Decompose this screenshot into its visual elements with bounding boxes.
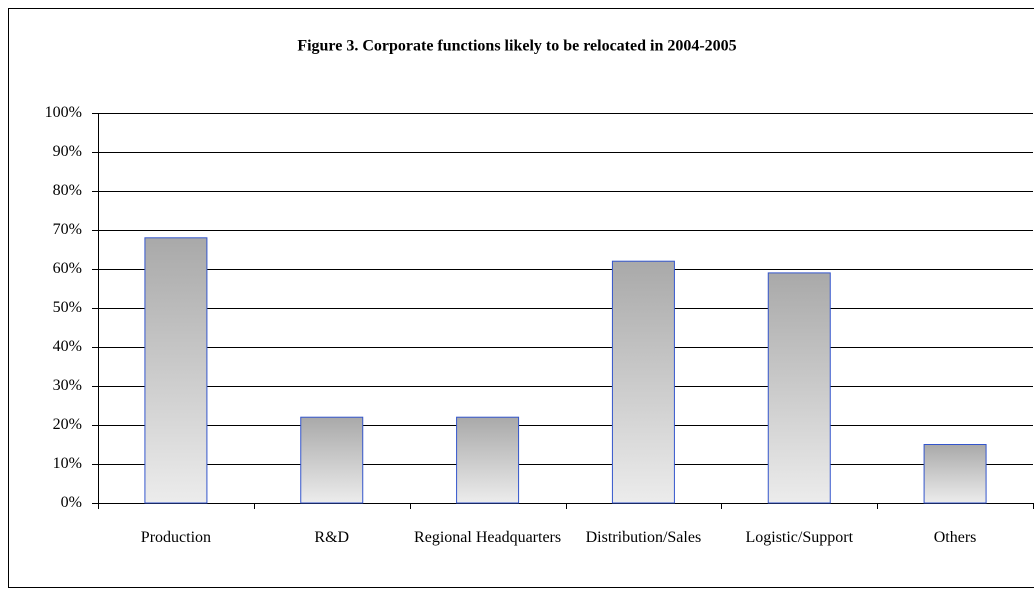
bar <box>300 416 364 504</box>
bar <box>456 416 520 504</box>
y-tick-label: 20% <box>53 416 82 433</box>
y-tick-label: 70% <box>53 221 82 238</box>
x-tick-label: Regional Headquarters <box>414 529 562 546</box>
x-tick-label: Distribution/Sales <box>585 529 702 546</box>
y-tick-label: 90% <box>53 143 82 160</box>
x-tick-label: Others <box>933 529 977 546</box>
bar <box>767 272 831 504</box>
x-tick-label: Logistic/Support <box>745 529 854 546</box>
x-tick-label: Production <box>140 529 212 546</box>
y-tick-label: 50% <box>53 299 82 316</box>
bar <box>923 444 987 504</box>
y-tick-label: 10% <box>53 455 82 472</box>
y-tick-label: 60% <box>53 260 82 277</box>
x-tick-label: R&D <box>314 529 350 546</box>
y-tick-label: 40% <box>53 338 82 355</box>
y-tick-label: 30% <box>53 377 82 394</box>
bar <box>144 237 208 504</box>
y-tick-label: 80% <box>53 182 82 199</box>
chart-title: Figure 3. Corporate functions likely to … <box>297 38 736 55</box>
bar <box>611 260 675 504</box>
y-tick-label: 0% <box>61 494 82 511</box>
y-tick-label: 100% <box>45 104 82 121</box>
